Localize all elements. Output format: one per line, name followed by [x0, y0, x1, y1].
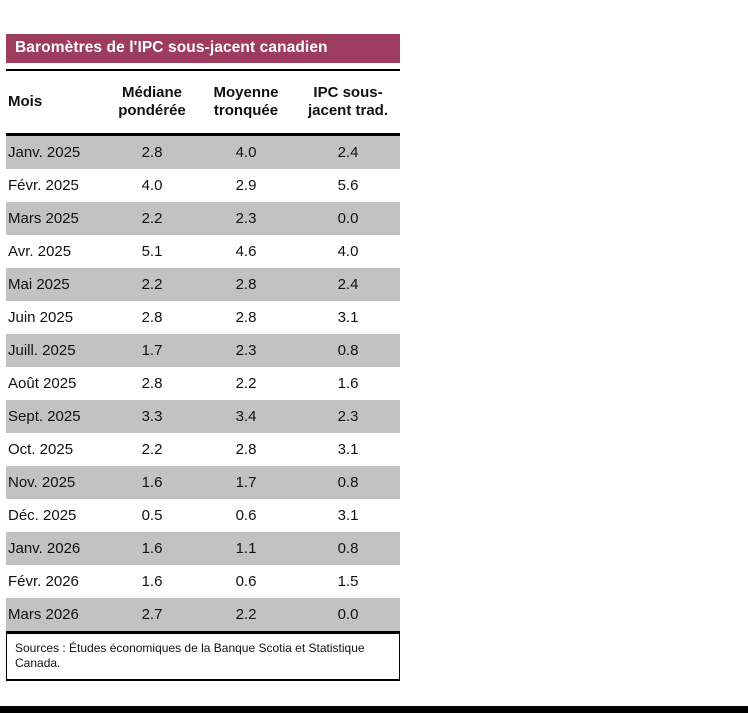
cell-mois: Mars 2025 [8, 210, 79, 227]
cell-moyenne: 0.6 [235, 573, 257, 590]
cell-mediane: 5.1 [141, 243, 163, 260]
cell-moyenne: 2.8 [235, 276, 257, 293]
cell-ipc: 0.8 [337, 342, 359, 359]
cell-mediane: 2.2 [141, 276, 163, 293]
cell-mois: Févr. 2025 [8, 177, 79, 194]
cell-moyenne: 2.9 [235, 177, 257, 194]
sources-note: Sources : Études économiques de la Banqu… [6, 634, 400, 681]
cell-ipc: 5.6 [337, 177, 359, 194]
table-row: Janv. 2025 2.8 4.0 2.4 [6, 134, 400, 169]
table-row: Sept. 2025 3.3 3.4 2.3 [6, 400, 400, 433]
cell-ipc: 4.0 [337, 243, 359, 260]
cell-mois: Mars 2026 [6, 598, 108, 634]
cell-ipc: 2.4 [337, 276, 359, 293]
cell-mediane: 2.2 [141, 441, 163, 458]
column-header-moyenne: Moyenne tronquée [196, 70, 296, 136]
table-row: Avr. 2025 5.1 4.6 4.0 [6, 235, 400, 268]
cell-mois: Juill. 2025 [8, 342, 76, 359]
table-row: Juin 2025 2.8 2.8 3.1 [6, 301, 400, 334]
table-row: Mai 2025 2.2 2.8 2.4 [6, 268, 400, 301]
table-row: Oct. 2025 2.2 2.8 3.1 [6, 433, 400, 466]
cell-moyenne: 2.3 [235, 342, 257, 359]
table-row: Nov. 2025 1.6 1.7 0.8 [6, 466, 400, 499]
cell-mois: Févr. 2026 [8, 573, 79, 590]
cell-ipc: 2.4 [337, 144, 359, 161]
cell-mediane: 2.2 [141, 210, 163, 227]
cpi-table: Mois Médiane pondérée Moyenne tronquée I… [6, 69, 400, 634]
cell-mediane: 2.7 [108, 598, 196, 634]
cell-ipc: 0.8 [337, 540, 359, 557]
column-header-mediane: Médiane pondérée [108, 70, 196, 136]
cell-mois: Janv. 2026 [8, 540, 81, 557]
cell-mois: Mai 2025 [8, 276, 70, 293]
column-header-ipc: IPC sous-jacent trad. [296, 70, 400, 136]
cell-ipc: 0.0 [337, 210, 359, 227]
cell-ipc: 1.6 [337, 375, 359, 392]
table-row: Déc. 2025 0.5 0.6 3.1 [6, 499, 400, 532]
cell-moyenne: 2.2 [196, 598, 296, 634]
cell-ipc: 2.3 [337, 408, 359, 425]
cell-moyenne: 2.8 [235, 309, 257, 326]
cell-ipc: 3.1 [337, 441, 359, 458]
cell-ipc: 0.0 [296, 598, 400, 634]
cell-mediane: 1.7 [141, 342, 163, 359]
cell-ipc: 1.5 [337, 573, 359, 590]
header-row: Mois Médiane pondérée Moyenne tronquée I… [6, 70, 400, 136]
cell-mois: Juin 2025 [8, 309, 74, 326]
table-row: Mars 2026 2.7 2.2 0.0 [6, 598, 400, 634]
cell-mediane: 2.8 [141, 144, 163, 161]
table-row: Févr. 2025 4.0 2.9 5.6 [6, 169, 400, 202]
cell-mediane: 2.8 [141, 309, 163, 326]
cell-moyenne: 1.7 [235, 474, 257, 491]
cell-mediane: 4.0 [141, 177, 163, 194]
table-body: Janv. 2025 2.8 4.0 2.4 Févr. 2025 4.0 2.… [6, 134, 400, 634]
cell-mediane: 1.6 [141, 540, 163, 557]
table-row: Mars 2025 2.2 2.3 0.0 [6, 202, 400, 235]
cell-mois: Avr. 2025 [8, 243, 72, 260]
cell-mois: Oct. 2025 [8, 441, 74, 458]
table-row: Juill. 2025 1.7 2.3 0.8 [6, 334, 400, 367]
cell-moyenne: 4.6 [235, 243, 257, 260]
cell-mois: Sept. 2025 [8, 408, 81, 425]
cell-moyenne: 2.2 [235, 375, 257, 392]
cell-mediane: 1.6 [141, 474, 163, 491]
cell-mois: Nov. 2025 [8, 474, 76, 491]
cell-mois: Déc. 2025 [8, 507, 77, 524]
cpi-table-card: Baromètres de l'IPC sous-jacent canadien… [6, 34, 400, 681]
cell-ipc: 3.1 [337, 507, 359, 524]
title-gap [6, 63, 400, 69]
cell-mediane: 1.6 [141, 573, 163, 590]
cell-moyenne: 3.4 [235, 408, 257, 425]
table-row: Août 2025 2.8 2.2 1.6 [6, 367, 400, 400]
cell-moyenne: 1.1 [235, 540, 257, 557]
table-row: Févr. 2026 1.6 0.6 1.5 [6, 565, 400, 598]
cell-mois: Janv. 2025 [8, 144, 81, 161]
bottom-border-bar [0, 706, 748, 713]
cell-moyenne: 4.0 [235, 144, 257, 161]
cell-mois: Août 2025 [8, 375, 77, 392]
cell-moyenne: 2.8 [235, 441, 257, 458]
cell-mediane: 0.5 [141, 507, 163, 524]
column-header-mois: Mois [6, 70, 108, 136]
table-row: Janv. 2026 1.6 1.1 0.8 [6, 532, 400, 565]
table-title: Baromètres de l'IPC sous-jacent canadien [6, 34, 400, 63]
cell-ipc: 0.8 [337, 474, 359, 491]
cell-moyenne: 0.6 [235, 507, 257, 524]
cell-mediane: 3.3 [141, 408, 163, 425]
cell-moyenne: 2.3 [235, 210, 257, 227]
cell-ipc: 3.1 [337, 309, 359, 326]
cell-mediane: 2.8 [141, 375, 163, 392]
